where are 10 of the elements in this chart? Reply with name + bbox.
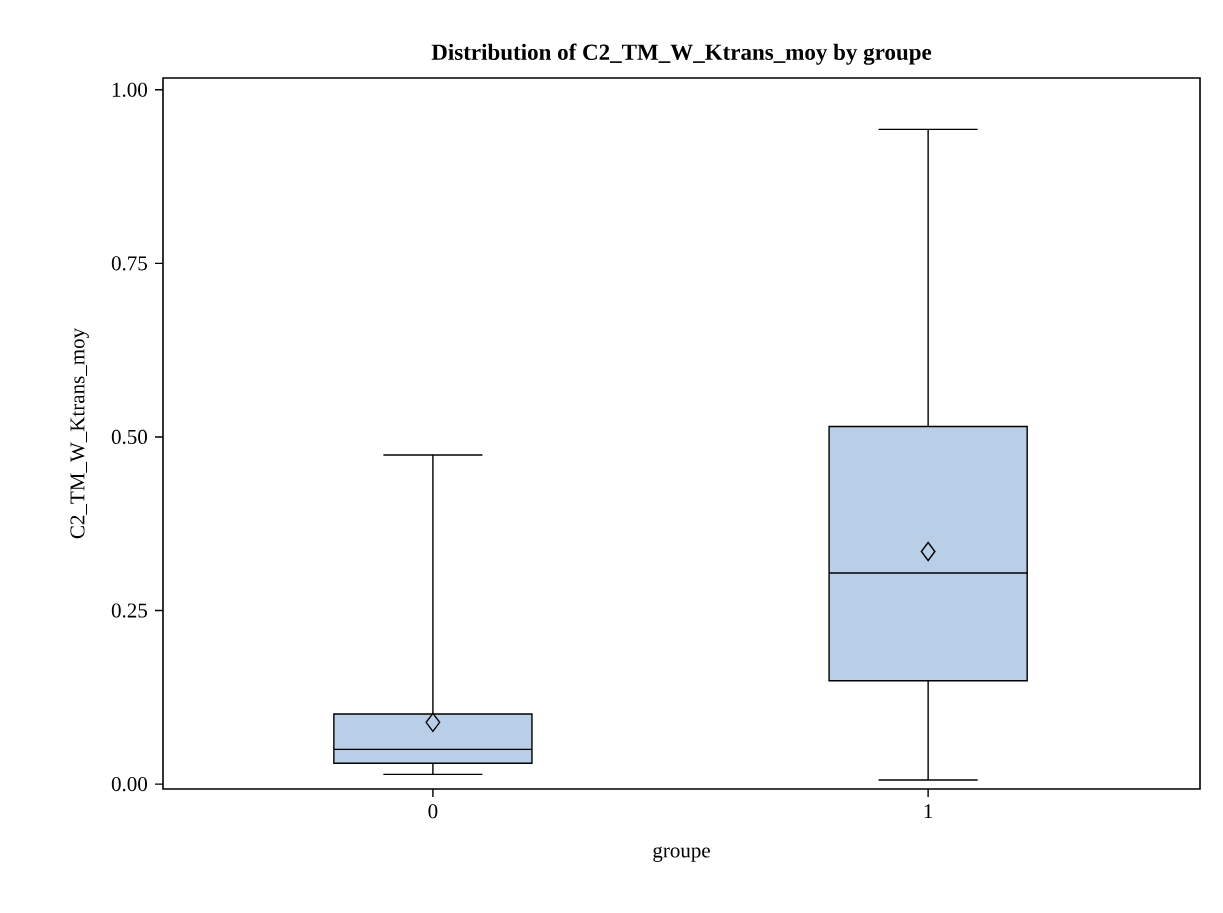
- y-tick-label: 0.50: [111, 429, 148, 445]
- x-tick-label: 0: [428, 804, 438, 819]
- y-tick-label: 0.75: [111, 256, 147, 271]
- y-tick-label: 0.25: [111, 603, 147, 618]
- y-tick-label: 0.00: [111, 777, 148, 792]
- y-tick-label: 1.00: [112, 82, 148, 97]
- chart-title: Distribution of C2_TM_W_Ktrans_moy by groupe: [431, 43, 932, 65]
- x-tick-label: 1: [924, 804, 933, 819]
- x-axis-title: groupe: [653, 846, 710, 862]
- y-axis-title: C2_TM_W_Ktrans_moy: [70, 328, 89, 539]
